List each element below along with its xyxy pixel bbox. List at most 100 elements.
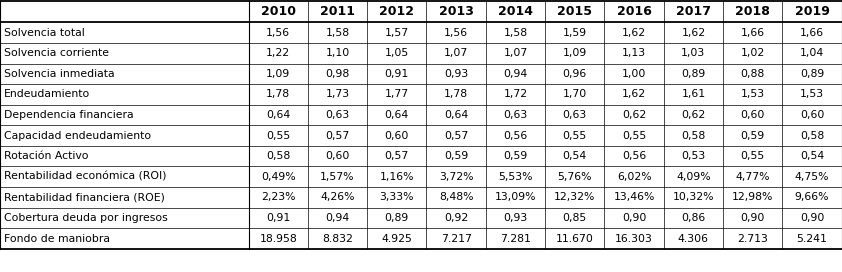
Text: 0,96: 0,96 (562, 69, 587, 79)
Text: 7.281: 7.281 (500, 234, 531, 244)
Text: 0,60: 0,60 (800, 110, 824, 120)
Text: 5,76%: 5,76% (557, 172, 592, 182)
Text: Solvencia corriente: Solvencia corriente (4, 48, 109, 58)
Text: 8.832: 8.832 (322, 234, 353, 244)
Text: 2011: 2011 (320, 5, 355, 18)
Text: 1,09: 1,09 (562, 48, 587, 58)
Text: 0,49%: 0,49% (261, 172, 296, 182)
Text: 1,02: 1,02 (741, 48, 765, 58)
Text: 4,09%: 4,09% (676, 172, 711, 182)
Text: 1,10: 1,10 (325, 48, 349, 58)
Text: 1,58: 1,58 (325, 27, 349, 38)
Text: 11.670: 11.670 (556, 234, 594, 244)
Text: 0,88: 0,88 (741, 69, 765, 79)
Text: 2014: 2014 (498, 5, 533, 18)
Text: 10,32%: 10,32% (673, 192, 714, 202)
Text: 0,60: 0,60 (325, 151, 349, 161)
Text: 0,54: 0,54 (562, 151, 587, 161)
Text: 13,46%: 13,46% (614, 192, 655, 202)
Text: 0,98: 0,98 (325, 69, 349, 79)
Text: Endeudamiento: Endeudamiento (4, 89, 91, 99)
Text: 1,07: 1,07 (444, 48, 468, 58)
Text: 0,94: 0,94 (504, 69, 528, 79)
Text: 1,58: 1,58 (504, 27, 527, 38)
Text: 0,92: 0,92 (444, 213, 468, 223)
Text: 2017: 2017 (676, 5, 711, 18)
Text: 1,57: 1,57 (385, 27, 409, 38)
Text: 6,02%: 6,02% (617, 172, 652, 182)
Text: 0,56: 0,56 (622, 151, 646, 161)
Text: 1,04: 1,04 (800, 48, 824, 58)
Text: 1,03: 1,03 (681, 48, 706, 58)
Text: 0,93: 0,93 (444, 69, 468, 79)
Text: 18.958: 18.958 (259, 234, 297, 244)
Text: 0,55: 0,55 (741, 151, 765, 161)
Text: 0,57: 0,57 (385, 151, 409, 161)
Text: 1,66: 1,66 (741, 27, 765, 38)
Text: 1,07: 1,07 (504, 48, 528, 58)
Text: Capacidad endeudamiento: Capacidad endeudamiento (4, 131, 152, 141)
Text: 2016: 2016 (616, 5, 652, 18)
Text: 0,56: 0,56 (504, 131, 528, 141)
Text: 1,66: 1,66 (800, 27, 824, 38)
Text: 1,77: 1,77 (385, 89, 409, 99)
Text: 0,59: 0,59 (504, 151, 528, 161)
Text: 0,55: 0,55 (622, 131, 646, 141)
Text: 1,59: 1,59 (562, 27, 587, 38)
Text: 2015: 2015 (557, 5, 592, 18)
Text: Cobertura deuda por ingresos: Cobertura deuda por ingresos (4, 213, 168, 223)
Text: 0,64: 0,64 (266, 110, 290, 120)
Text: 5,53%: 5,53% (498, 172, 533, 182)
Text: 2010: 2010 (261, 5, 296, 18)
Text: 1,16%: 1,16% (380, 172, 414, 182)
Text: 0,54: 0,54 (800, 151, 824, 161)
Text: 0,58: 0,58 (266, 151, 290, 161)
Text: 0,93: 0,93 (504, 213, 528, 223)
Text: 9,66%: 9,66% (795, 192, 829, 202)
Text: 1,56: 1,56 (444, 27, 468, 38)
Text: 0,90: 0,90 (622, 213, 647, 223)
Text: Solvencia total: Solvencia total (4, 27, 85, 38)
Text: 0,62: 0,62 (622, 110, 646, 120)
Text: 4.925: 4.925 (381, 234, 413, 244)
Text: 0,55: 0,55 (266, 131, 290, 141)
Text: 0,62: 0,62 (681, 110, 706, 120)
Text: Rotación Activo: Rotación Activo (4, 151, 88, 161)
Text: Dependencia financiera: Dependencia financiera (4, 110, 134, 120)
Text: 0,94: 0,94 (325, 213, 349, 223)
Text: 0,91: 0,91 (385, 69, 409, 79)
Text: 0,60: 0,60 (740, 110, 765, 120)
Text: 0,60: 0,60 (385, 131, 409, 141)
Text: 0,59: 0,59 (741, 131, 765, 141)
Text: 16.303: 16.303 (616, 234, 653, 244)
Text: 1,62: 1,62 (622, 89, 646, 99)
Text: 12,32%: 12,32% (554, 192, 595, 202)
Text: 0,59: 0,59 (444, 151, 468, 161)
Text: 4,77%: 4,77% (735, 172, 770, 182)
Text: 1,05: 1,05 (385, 48, 409, 58)
Text: 0,86: 0,86 (681, 213, 706, 223)
Text: 0,90: 0,90 (800, 213, 824, 223)
Text: 0,57: 0,57 (444, 131, 468, 141)
Text: 1,70: 1,70 (562, 89, 587, 99)
Text: 2,23%: 2,23% (261, 192, 296, 202)
Text: Rentabilidad financiera (ROE): Rentabilidad financiera (ROE) (4, 192, 165, 202)
Text: 1,61: 1,61 (681, 89, 706, 99)
Text: 1,78: 1,78 (266, 89, 290, 99)
Text: 1,09: 1,09 (266, 69, 290, 79)
Text: 12,98%: 12,98% (732, 192, 774, 202)
Text: 4.306: 4.306 (678, 234, 709, 244)
Text: 0,91: 0,91 (266, 213, 290, 223)
Text: 1,00: 1,00 (622, 69, 647, 79)
Text: Solvencia inmediata: Solvencia inmediata (4, 69, 115, 79)
Text: 0,64: 0,64 (385, 110, 409, 120)
Text: 4,75%: 4,75% (795, 172, 829, 182)
Text: Fondo de maniobra: Fondo de maniobra (4, 234, 110, 244)
Text: 1,73: 1,73 (325, 89, 349, 99)
Text: 0,89: 0,89 (385, 213, 409, 223)
Text: 0,58: 0,58 (681, 131, 706, 141)
Text: 2018: 2018 (735, 5, 770, 18)
Text: 2013: 2013 (439, 5, 473, 18)
Text: 3,33%: 3,33% (380, 192, 414, 202)
Text: 0,53: 0,53 (681, 151, 706, 161)
